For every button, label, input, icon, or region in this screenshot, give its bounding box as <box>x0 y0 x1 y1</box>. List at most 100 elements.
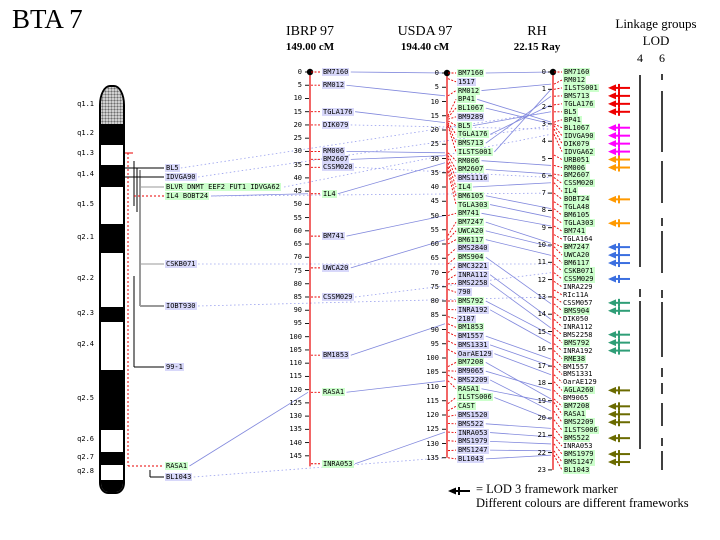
framework-arrow-URB051-head <box>608 156 616 164</box>
rh-tick-label: 13 <box>537 292 546 301</box>
rh-marker-label-BM7247: BM7247 <box>563 243 591 252</box>
connection-line-ILSTS001 <box>494 89 552 153</box>
side-marker-label-IL4-BOBT24: IL4 BOBT24 <box>165 192 210 200</box>
rh-leader-line <box>553 192 563 200</box>
rh-tick-label: 18 <box>537 379 546 388</box>
rh-tick-label: 14 <box>537 310 546 319</box>
rh-leader-line <box>553 123 563 129</box>
usda-tick-label: 25 <box>430 140 439 149</box>
rh-marker-label-RM006: RM006 <box>563 163 587 172</box>
usda-marker-label-RASA1: RASA1 <box>457 384 481 393</box>
usda-leader-line <box>447 380 457 390</box>
chromosome-band-q2.4 <box>101 322 123 370</box>
ibrp-marker-label-UWCA20: UWCA20 <box>322 263 350 272</box>
connection-line-BMS2209 <box>489 379 552 412</box>
usda-marker-label-ILSTS006: ILSTS006 <box>457 393 493 402</box>
rh-marker-label-TGLA303: TGLA303 <box>563 219 595 228</box>
ibrp-marker-label-INRA053: INRA053 <box>322 459 354 468</box>
band-label-q1.5: q1.5 <box>77 199 94 208</box>
rh-leader-line <box>553 255 563 264</box>
rh-marker-label-BL1043: BL1043 <box>563 466 591 474</box>
usda-marker-label-RM006: RM006 <box>457 156 481 165</box>
usda-tick-label: 45 <box>430 197 439 206</box>
rh-marker-label-CSSM029: CSSM029 <box>563 274 595 283</box>
ibrp-marker-label-CSSM029: CSSM029 <box>322 292 354 301</box>
usda-leader-line <box>447 230 457 241</box>
framework-arrow-BMS904-head <box>608 307 616 315</box>
usda-marker-label-BM1557: BM1557 <box>457 332 485 341</box>
side-connection-line-BL5 <box>180 111 552 169</box>
usda-marker-label-BM741: BM741 <box>457 209 481 218</box>
rh-leader-line <box>553 428 563 439</box>
usda-leader-line <box>447 162 457 188</box>
connection-line-IL4 <box>337 162 446 195</box>
ibrp-tick-label: 15 <box>293 107 302 116</box>
connection-line-BMS2258 <box>489 283 552 329</box>
side-connection-line-IDVGA90 <box>198 125 552 178</box>
framework-arrow-DIK079-head <box>608 140 616 148</box>
side-marker-label-BL1043: BL1043 <box>165 473 193 481</box>
rh-marker-label-DIK079: DIK079 <box>563 139 591 148</box>
usda-marker-label-BM7160: BM7160 <box>457 69 485 77</box>
usda-marker-label-UWCA20: UWCA20 <box>457 226 485 235</box>
usda-leader-line <box>447 256 457 265</box>
band-label-q1.2: q1.2 <box>77 128 94 137</box>
rh-marker-label-BMS1331: BMS1331 <box>563 370 593 379</box>
connection-line-OarAE129 <box>494 353 552 376</box>
usda-marker-label-IL4: IL4 <box>457 183 472 191</box>
usda-marker-label-BM6105: BM6105 <box>457 191 485 200</box>
usda-leader-line <box>447 239 457 245</box>
usda-tick-label: 30 <box>430 154 439 163</box>
usda-leader-line <box>447 155 457 170</box>
rh-marker-label-INRA229: INRA229 <box>563 282 593 291</box>
usda-marker-label-BMS904: BMS904 <box>457 253 485 262</box>
usda-leader-line <box>447 397 457 404</box>
usda-marker-label-BL5: BL5 <box>457 121 472 130</box>
rh-tick-label: 11 <box>537 258 546 267</box>
usda-leader-line <box>447 166 457 196</box>
rh-leader-line <box>553 280 563 288</box>
ibrp-tick-label: 30 <box>293 147 302 156</box>
connection-line-BMS1247 <box>490 449 552 452</box>
legend-framework-text: = LOD 3 framework marker <box>476 482 618 496</box>
rh-marker-label-IDVGA90: IDVGA90 <box>563 131 595 140</box>
linkage-groups-title: Linkage groups <box>615 16 697 31</box>
framework-arrow-ILSTS001-head <box>608 84 616 92</box>
rh-axis-top-dot <box>549 68 557 76</box>
connection-line-TGLA176 <box>489 104 552 135</box>
usda-axis-top-dot <box>443 69 451 77</box>
side-marker-label-CSKB071: CSKB071 <box>165 260 197 268</box>
usda-marker-label-OarAE129: OarAE129 <box>457 349 493 358</box>
connection-line-RM012 <box>346 84 446 97</box>
usda-marker-label-BL1043: BL1043 <box>457 454 485 463</box>
usda-leader-line <box>447 120 457 127</box>
framework-arrow-AGLA260-head <box>608 386 616 394</box>
rh-leader-line <box>553 327 563 336</box>
usda-leader-line <box>447 90 457 97</box>
linkage-lod-label: LOD <box>642 33 670 48</box>
rh-tick-label: 21 <box>537 431 546 440</box>
usda-leader-line <box>447 362 457 367</box>
chromosome-band-q2.3 <box>101 307 123 322</box>
figure-title: BTA 7 <box>12 4 83 34</box>
ibrp-tick-label: 75 <box>293 266 302 275</box>
usda-marker-label-BMS1116: BMS1116 <box>457 174 489 183</box>
framework-arrow-CSSM029-head <box>608 275 616 283</box>
ibrp-tick-label: 95 <box>293 319 302 328</box>
usda-leader-line <box>447 405 457 412</box>
rh-leader-line <box>553 419 563 431</box>
ibrp-tick-label: 50 <box>293 200 302 209</box>
rh-marker-label-URB051: URB051 <box>563 155 591 164</box>
framework-arrow-BM6117-head <box>608 259 616 267</box>
legend-framework-arrow-icon-head <box>448 487 456 495</box>
rh-tick-label: 1 <box>541 85 546 94</box>
framework-arrow-BMS522-head <box>608 434 616 442</box>
connection-line-BM1853 <box>350 323 446 356</box>
rh-marker-label-DIK050: DIK050 <box>563 314 589 323</box>
ibrp-tick-label: 45 <box>293 187 302 196</box>
usda-tick-label: 130 <box>426 439 439 448</box>
band-label-q1.4: q1.4 <box>77 170 94 178</box>
usda-marker-label-BL1067: BL1067 <box>457 104 485 113</box>
framework-arrow-RASA1-head <box>608 410 616 418</box>
